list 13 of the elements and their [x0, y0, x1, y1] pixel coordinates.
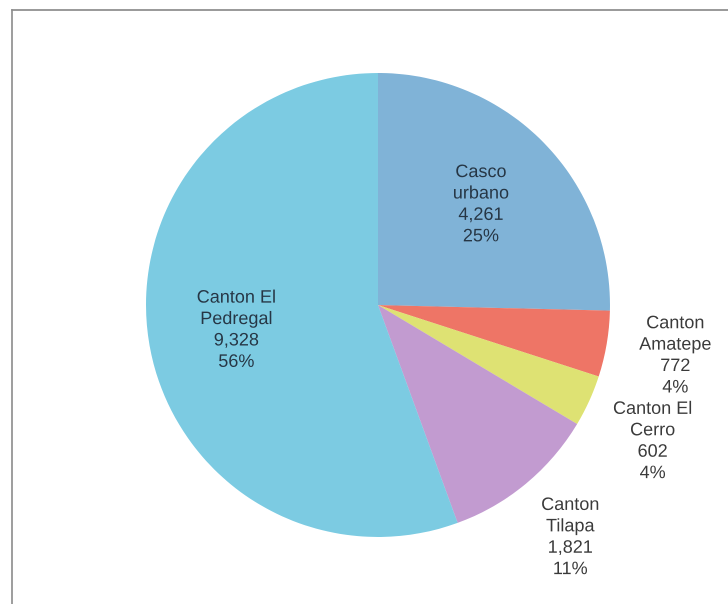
pie-slice — [378, 305, 610, 377]
data-label: 4,261 25% — [458, 207, 503, 242]
pie-slice — [378, 305, 599, 424]
slice-label: Canton Amatepe — [639, 316, 711, 354]
slice-label: Canton El Cerro — [614, 400, 692, 436]
slice-label: Canton El Pedregal — [198, 290, 275, 328]
data-label: 602 4% — [638, 444, 667, 478]
data-label: 1,821 11% — [549, 540, 592, 574]
pie-slice — [378, 73, 610, 311]
slice-label: Casco urbano — [454, 164, 508, 199]
data-label: 9,328 56% — [214, 332, 258, 368]
data-label: 772 4% — [661, 358, 690, 393]
slice-label: Canton Tilapa — [542, 497, 598, 536]
